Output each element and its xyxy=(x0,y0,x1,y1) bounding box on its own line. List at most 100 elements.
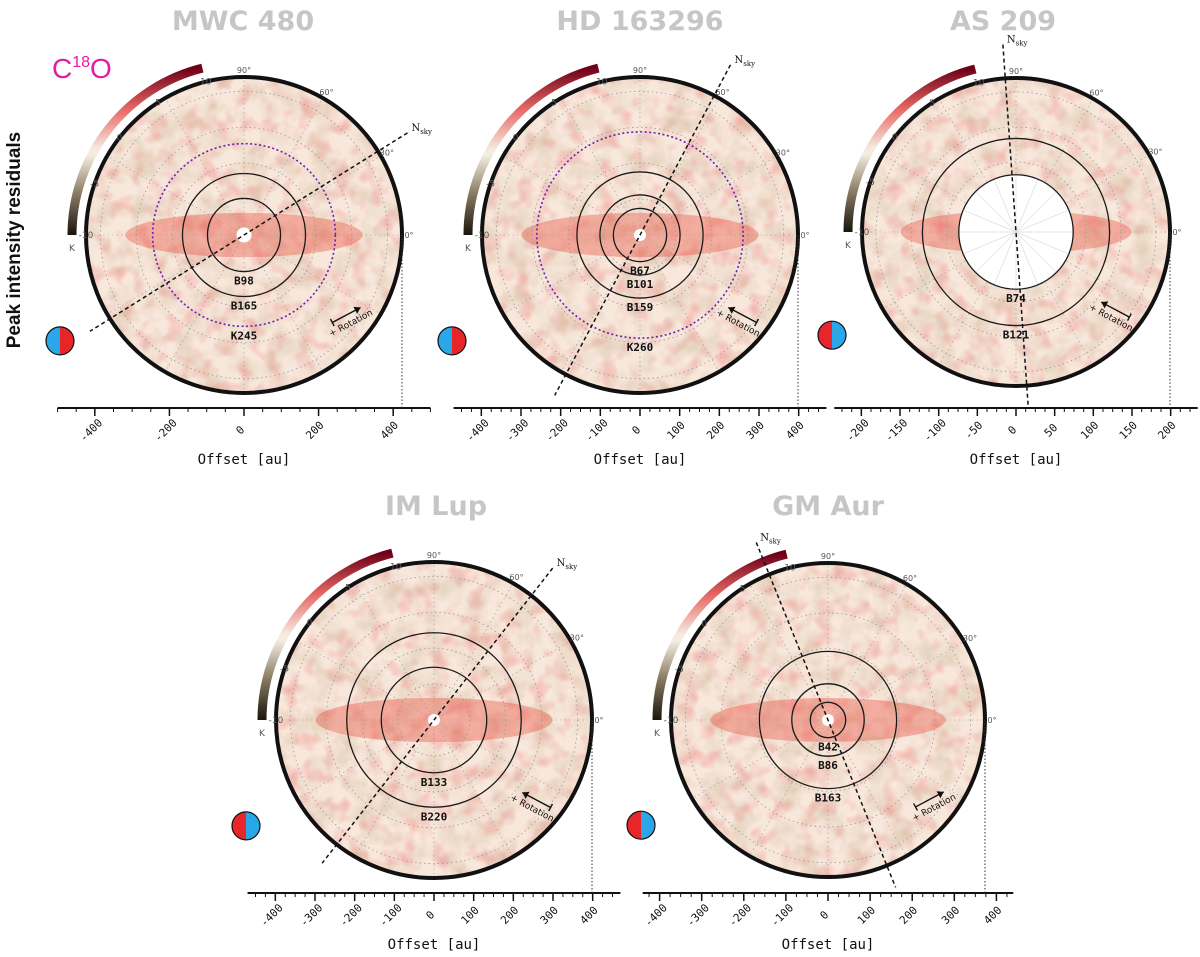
x-axis: -200 -150 -100 -50 0 50 100 150 200 Offset [au] xyxy=(834,407,1198,468)
x-tick-label: 400 xyxy=(378,419,401,442)
polar-grid-circle xyxy=(603,198,677,272)
panel-im-lup: IM Lup B133 B220 90° 60° 30° 0° -10 -5 0 5 10 K Nsky +… xyxy=(231,491,621,953)
polar-grid-circle xyxy=(495,90,785,380)
colorbar-tick: -10 xyxy=(79,231,94,241)
x-tick-label: 300 xyxy=(744,419,767,442)
polar-grid-spoke xyxy=(243,98,324,236)
x-tick-label: 200 xyxy=(1155,419,1178,442)
colorbar-unit: K xyxy=(259,729,266,739)
colorbar-tick: 0 xyxy=(307,619,313,629)
doppler-left-half xyxy=(627,811,641,840)
polar-grid-spoke xyxy=(882,231,1017,310)
polar-grid-circle xyxy=(99,90,389,380)
angle-label: 60° xyxy=(1089,89,1103,98)
ring-label: B67 xyxy=(630,265,650,278)
ring-k260 xyxy=(536,131,744,339)
polar-grid-spoke xyxy=(1015,231,1150,310)
nsky-label: Nsky xyxy=(760,532,781,545)
doppler-left-half xyxy=(46,326,60,355)
x-tick-label: -50 xyxy=(962,419,985,442)
colorbar-tick: 0 xyxy=(117,134,123,144)
angle-label: 60° xyxy=(319,88,333,97)
colorbar-tick: 0 xyxy=(513,134,519,144)
rotation-arrowhead xyxy=(522,791,530,799)
x-tick-label: -400 xyxy=(642,901,670,929)
polar-grid-spoke xyxy=(433,583,514,721)
polar-grid-spoke xyxy=(1015,154,1150,233)
rotation-tail xyxy=(754,318,760,327)
angle-label: 30° xyxy=(963,634,977,643)
polar-grid-spoke xyxy=(882,154,1017,233)
polar-grid-spoke xyxy=(827,641,965,721)
gap-spoke xyxy=(1015,191,1057,233)
panel-gm-aur: GM Aur B42 B86 B163 90° 60° 30° 0° -10 -5 0 5 10 K Nsk… xyxy=(626,491,1014,953)
polar-grid-spoke xyxy=(560,98,641,236)
doppler-indicator xyxy=(626,810,656,840)
ring-label: B163 xyxy=(815,792,842,805)
colorbar-unit: K xyxy=(69,244,76,254)
gap-spoke xyxy=(1015,231,1070,255)
x-tick-label: 0 xyxy=(629,423,643,437)
panel-title: AS 209 xyxy=(950,6,1056,37)
nsky-letter: N xyxy=(411,123,420,134)
polar-grid-spoke xyxy=(164,98,245,236)
x-tick-label: -200 xyxy=(543,416,571,444)
panel-title: IM Lup xyxy=(385,491,487,522)
colorbar-tick: -5 xyxy=(866,178,875,188)
x-tick-label: -150 xyxy=(882,416,910,444)
rotation-tail xyxy=(1126,313,1132,321)
angle-label: 30° xyxy=(776,149,790,158)
residual-map xyxy=(862,78,1170,386)
nsky-subscript: sky xyxy=(1016,40,1028,48)
ring-label: B101 xyxy=(627,278,654,291)
x-tick-label: -200 xyxy=(152,416,180,444)
rotation-tail xyxy=(548,803,554,812)
ring-label: B86 xyxy=(818,759,838,772)
polar-grid-spoke xyxy=(433,640,571,721)
colorbar-tick: 5 xyxy=(155,98,161,108)
x-tick-label: -200 xyxy=(844,416,872,444)
polar-grid-circle xyxy=(135,126,353,344)
rotation-sign: + xyxy=(714,308,728,322)
doppler-outline xyxy=(45,326,75,356)
molecule-tail: O xyxy=(90,53,112,84)
colorbar-tick: -10 xyxy=(855,228,870,238)
panel-as-209: AS 209B74B12190°60°30°0°-10-50510KNsky+ … xyxy=(817,6,1198,468)
doppler-right-half xyxy=(832,321,846,350)
doppler-right-half xyxy=(452,326,467,355)
angle-label: 0° xyxy=(1172,228,1181,237)
polar-grid-spoke xyxy=(639,234,720,372)
ring-b74 xyxy=(958,174,1074,290)
nsky-letter: N xyxy=(734,55,743,66)
ring-b42 xyxy=(809,701,847,739)
angle-label: 0° xyxy=(594,716,603,725)
x-tick-label: -200 xyxy=(337,901,365,929)
colorbar-unit: K xyxy=(465,244,472,254)
x-tick-label: 0 xyxy=(233,423,247,437)
x-tick-label: 0 xyxy=(817,908,831,922)
gap-spoke xyxy=(975,231,1017,273)
angle-label: 30° xyxy=(380,149,394,158)
gap-spoke xyxy=(993,178,1017,233)
colorbar-tick: 5 xyxy=(551,98,557,108)
colorbar-tick: -5 xyxy=(486,180,495,190)
ring-label: B98 xyxy=(234,275,254,288)
angle-label: 90° xyxy=(427,551,441,560)
polar-grid-circle xyxy=(720,612,936,828)
rotation-arrowhead xyxy=(353,306,361,314)
ring-b121 xyxy=(921,137,1111,327)
x-tick-label: 200 xyxy=(303,419,326,442)
x-tick-label: -100 xyxy=(377,901,405,929)
x-axis-label: Offset [au] xyxy=(594,452,687,468)
rotation-arrowhead xyxy=(1101,301,1109,309)
polar-grid-spoke xyxy=(107,155,245,236)
colorbar xyxy=(257,548,394,721)
polar-grid-circle xyxy=(531,126,749,344)
polar-grid-spoke xyxy=(691,641,829,721)
x-tick-label: 300 xyxy=(538,904,561,927)
polar-grid-circle xyxy=(171,162,317,308)
x-tick-label: 400 xyxy=(577,904,600,927)
polar-grid-spoke xyxy=(297,640,435,721)
x-tick-label: 50 xyxy=(1042,421,1061,440)
